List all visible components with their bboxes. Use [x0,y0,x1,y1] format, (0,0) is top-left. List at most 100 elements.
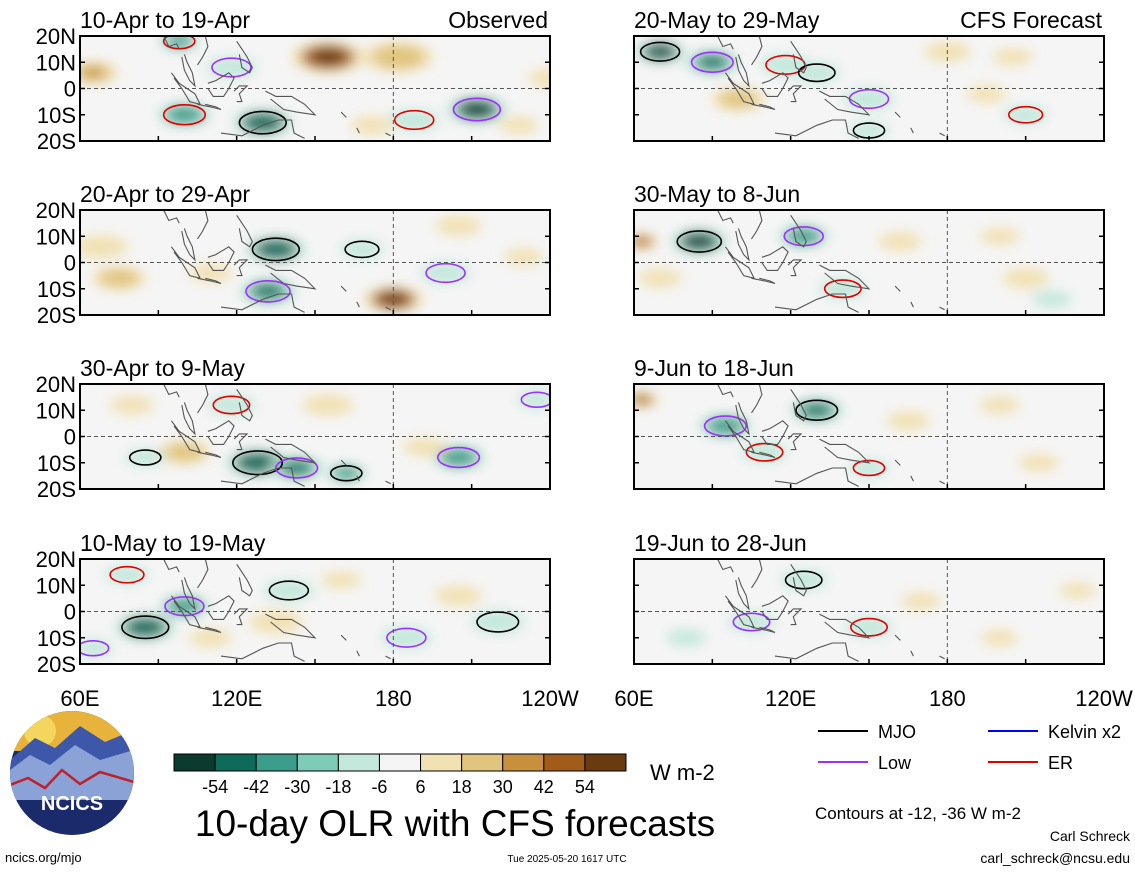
coastline [819,264,871,290]
colorbar-swatch [420,753,463,772]
coastline [220,642,305,662]
olr-core [285,462,309,474]
coastline [774,467,859,487]
coastline [751,36,763,66]
coastline [163,210,180,224]
panel-title: 20-Apr to 29-Apr [80,181,250,207]
y-tick-label: 0 [64,251,76,276]
y-tick-label: 10N [36,224,76,249]
y-tick-label: 10N [36,50,76,75]
olr-anomaly [165,105,204,124]
coastline [236,563,253,597]
coastline [197,103,222,111]
olr-anomaly [892,413,924,428]
panel: 30-May to 8-Jun [633,181,1105,316]
coastline [181,577,196,611]
coastline [233,433,249,451]
units-label: W m-2 [650,760,715,785]
x-tick-label: 120W [1075,686,1133,711]
colorbar-swatch [337,753,380,772]
olr-anomaly [826,281,860,297]
panel-title: 19-Jun to 28-Jun [634,530,807,556]
coastline [790,388,807,422]
coastline [181,54,196,88]
legend-label: Low [878,753,912,773]
panel-title: 9-Jun to 18-Jun [634,355,794,381]
olr-anomaly [986,631,1013,644]
coastline [751,103,776,111]
logo-text: NCICS [41,793,103,815]
axis-labels: 60E 120E 180 120W 60E 120E 180 120W [60,686,1133,711]
filtered-contour [128,449,162,466]
coastline [939,306,945,311]
filtered-contour [268,580,310,601]
olr-anomaly [671,631,701,645]
olr-anomaly [972,87,1001,101]
olr-anomaly [388,629,425,646]
coastline [356,301,360,308]
coastline [233,85,249,103]
coastline [910,127,914,134]
colorbar-tick-label: -42 [243,777,269,797]
olr-core [380,293,407,306]
filtered-contour [452,97,502,122]
figure-title: 10-day OLR with CFS forecasts [195,803,715,844]
colorbar-swatch [461,753,504,772]
olr-core [255,285,281,297]
x-tick-label: 120E [211,686,262,711]
ncics-logo: NCICS [10,711,134,835]
colorbar-tick-label: 18 [452,777,472,797]
olr-core [463,103,490,116]
olr-anomaly [310,396,347,414]
y-tick-label: 20S [37,477,76,502]
coastline [265,438,317,464]
coastline [265,264,317,290]
coastline [233,608,249,626]
x-tick-label: 120E [765,686,816,711]
panel: 9-Jun to 18-Jun [633,355,1105,490]
colorbar-swatch [214,753,257,772]
author-email: carl_schreck@ncsu.edu [980,850,1130,866]
olr-core [687,235,712,248]
x-tick-label: 60E [60,686,99,711]
coastline [220,293,305,313]
filtered-contour [520,391,550,408]
olr-core [634,238,650,245]
coastline [939,655,945,660]
olr-anomaly [985,229,1014,243]
olr-anomaly [99,269,139,288]
x-tick-label: 60E [614,686,653,711]
olr-anomaly [706,417,745,435]
filtered-contour [849,617,888,637]
olr-core [82,67,104,78]
coastline [787,433,803,451]
olr-core [312,49,344,65]
colorbar-swatch [255,753,298,772]
filtered-contour [732,612,771,632]
panel-title: 10-Apr to 19-Apr [80,7,250,33]
olr-core [262,243,289,256]
coastline [385,306,391,311]
coastline [340,111,347,118]
coastline [181,228,196,262]
olr-core [132,621,159,634]
coastline [735,402,750,436]
coastline [717,36,734,50]
olr-core [634,396,650,404]
legend-label: MJO [878,722,916,742]
olr-anomaly [214,397,249,413]
coastline [207,420,235,445]
olr-anomaly [130,450,160,465]
filtered-contour [784,570,823,590]
y-tick-label: 10S [37,103,76,128]
olr-anomaly [331,466,361,480]
coastline [163,36,180,50]
olr-anomaly [346,242,378,257]
y-tick-label: 20N [36,547,76,572]
timestamp: Tue 2025-05-20 1617 UTC [507,854,626,865]
coastline [894,459,901,466]
y-tick-label: 20S [37,652,76,677]
panel-title: 30-May to 8-Jun [634,181,800,207]
